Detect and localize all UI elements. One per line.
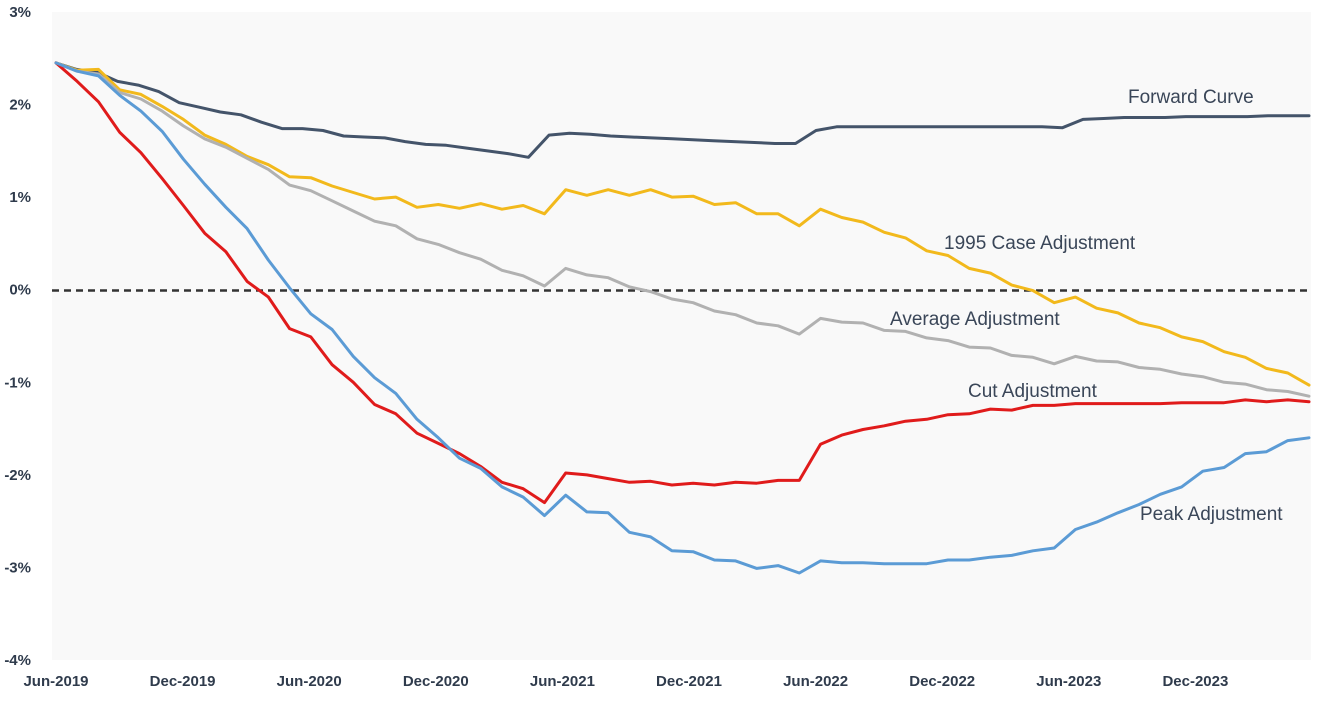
y-tick-label: -4% <box>4 652 31 669</box>
plot-background <box>52 12 1311 660</box>
series-line-peak-adjustment <box>54 61 1311 575</box>
x-tick-label: Dec-2019 <box>150 673 216 690</box>
series-lines <box>54 61 1311 575</box>
x-tick-label: Jun-2019 <box>23 673 88 690</box>
series-labels: Forward Curve 1995 Case Adjustment Avera… <box>890 87 1283 525</box>
y-axis: 3% 2% 1% 0% -1% -2% -3% -4% <box>4 4 31 669</box>
series-label-peak-adjustment: Peak Adjustment <box>1140 504 1283 525</box>
series-label-cut-adjustment: Cut Adjustment <box>968 381 1098 402</box>
series-label-forward-curve: Forward Curve <box>1128 87 1254 108</box>
y-tick-label: 3% <box>9 4 31 21</box>
series-line-1995-case-adjustment <box>54 61 1311 387</box>
series-line-cut-adjustment <box>54 61 1311 505</box>
x-tick-label: Jun-2023 <box>1036 673 1101 690</box>
x-axis: Jun-2019 Dec-2019 Jun-2020 Dec-2020 Jun-2021… <box>23 673 1228 690</box>
x-tick-label: Jun-2020 <box>277 673 342 690</box>
series-label-average-adjustment: Average Adjustment <box>890 309 1060 330</box>
x-tick-label: Dec-2021 <box>656 673 722 690</box>
series-line-average-adjustment <box>54 61 1311 398</box>
series-line-forward-curve <box>54 61 1311 159</box>
y-tick-label: -2% <box>4 467 31 484</box>
x-tick-label: Dec-2020 <box>403 673 469 690</box>
x-tick-label: Jun-2022 <box>783 673 848 690</box>
y-tick-label: -3% <box>4 559 31 576</box>
x-tick-label: Dec-2023 <box>1162 673 1228 690</box>
x-tick-label: Dec-2022 <box>909 673 975 690</box>
x-tick-label: Jun-2021 <box>530 673 595 690</box>
y-tick-label: -1% <box>4 374 31 391</box>
y-tick-label: 1% <box>9 189 31 206</box>
y-tick-label: 2% <box>9 97 31 114</box>
series-label-1995-case-adjustment: 1995 Case Adjustment <box>944 233 1136 254</box>
y-tick-label: 0% <box>9 282 31 299</box>
